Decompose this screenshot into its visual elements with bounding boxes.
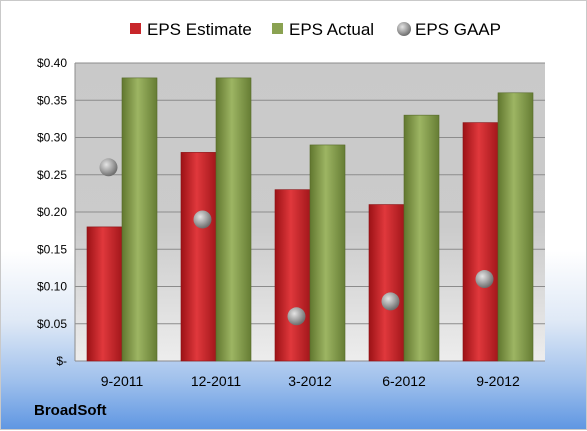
bar-eps-estimate	[368, 204, 405, 362]
marker-eps-gaap	[99, 158, 118, 177]
y-tick-label: $0.30	[37, 131, 67, 145]
x-tick-label: 12-2011	[191, 373, 242, 389]
legend-label: EPS Estimate	[147, 20, 252, 39]
bar-eps-estimate	[86, 226, 123, 362]
y-tick-label: $0.35	[37, 93, 67, 107]
x-tick-label: 3-2012	[288, 373, 332, 389]
y-tick-label: $0.15	[37, 242, 67, 256]
y-tick-label: $0.05	[37, 317, 67, 331]
legend-label: EPS Actual	[289, 20, 374, 39]
y-tick-label: $0.20	[37, 205, 67, 219]
bar-eps-actual	[121, 77, 158, 362]
bar-eps-actual	[215, 77, 252, 362]
y-tick-label: $-	[56, 354, 67, 368]
y-tick-label: $0.25	[37, 168, 67, 182]
x-tick-label: 9-2012	[476, 373, 520, 389]
x-tick-label: 6-2012	[382, 373, 426, 389]
marker-eps-gaap	[381, 292, 400, 311]
legend-swatch	[130, 23, 141, 34]
marker-eps-gaap	[287, 307, 306, 326]
bar-eps-actual	[403, 114, 440, 362]
legend-label: EPS GAAP	[415, 20, 501, 39]
bar-eps-estimate	[180, 152, 217, 362]
y-tick-label: $0.10	[37, 280, 67, 294]
plot-area: $- $0.05 $0.10 $0.15 $0.20 $0.25 $0.30 $0.35 $0.…	[37, 56, 545, 389]
company-name: BroadSoft	[34, 402, 107, 419]
legend-swatch	[272, 23, 283, 34]
bar-eps-estimate	[462, 122, 499, 362]
y-tick-label: $0.40	[37, 56, 67, 70]
bar-eps-actual	[497, 92, 534, 362]
legend-swatch	[397, 22, 411, 36]
x-tick-label: 9-2011	[101, 373, 144, 389]
bar-eps-actual	[309, 144, 346, 362]
marker-eps-gaap	[475, 270, 494, 289]
bar-eps-estimate	[274, 189, 311, 362]
marker-eps-gaap	[193, 210, 212, 229]
legend: EPS Estimate EPS Actual EPS GAAP	[130, 20, 501, 39]
